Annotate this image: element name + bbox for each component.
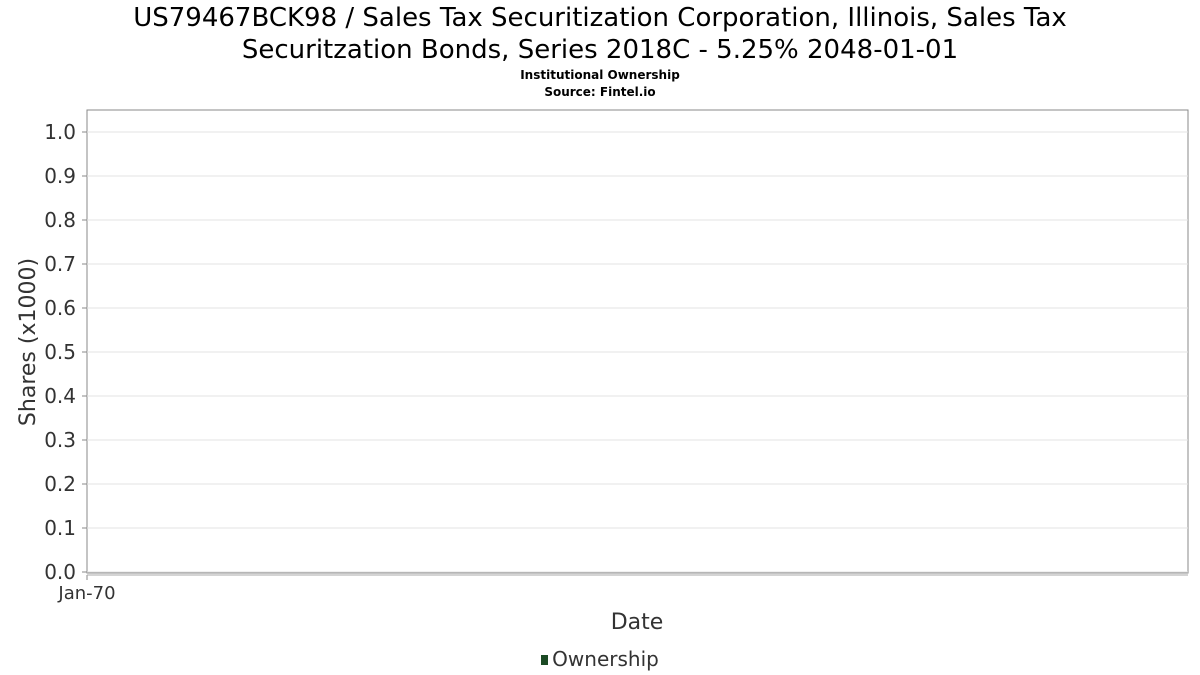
grid-lines: [87, 131, 1188, 573]
y-tick-label: 0.3: [44, 428, 76, 452]
y-axis-ticks: 0.0 0.1 0.2 0.3 0.4 0.5 0.6 0.7 0.8 0.9 1.0: [44, 120, 87, 584]
y-tick-label: 0.7: [44, 252, 76, 276]
y-axis-label: Shares (x1000): [16, 258, 41, 426]
y-tick-label: 0.2: [44, 472, 76, 496]
legend: Ownership: [0, 647, 1200, 671]
y-tick-label: 0.4: [44, 384, 76, 408]
x-axis-label: Date: [611, 610, 664, 635]
y-tick-label: 0.1: [44, 516, 76, 540]
x-axis-ticks: Jan-70: [57, 575, 116, 604]
chart-title-line-2: Securitzation Bonds, Series 2018C - 5.25…: [241, 35, 959, 65]
y-tick-label: 0.0: [44, 560, 76, 584]
legend-swatch: [541, 655, 549, 665]
chart-source: Source: Fintel.io: [544, 85, 656, 99]
legend-label: Ownership: [552, 647, 659, 671]
x-tick-label: Jan-70: [57, 583, 115, 604]
y-tick-label: 0.9: [44, 164, 76, 188]
chart-title-line-1: US79467BCK98 / Sales Tax Securitization …: [133, 3, 1067, 33]
chart-subtitle: Institutional Ownership: [520, 68, 680, 82]
plot-area: [86, 109, 1189, 574]
y-tick-label: 0.5: [44, 340, 76, 364]
y-tick-label: 1.0: [44, 120, 76, 144]
y-tick-label: 0.8: [44, 208, 76, 232]
y-tick-label: 0.6: [44, 296, 76, 320]
